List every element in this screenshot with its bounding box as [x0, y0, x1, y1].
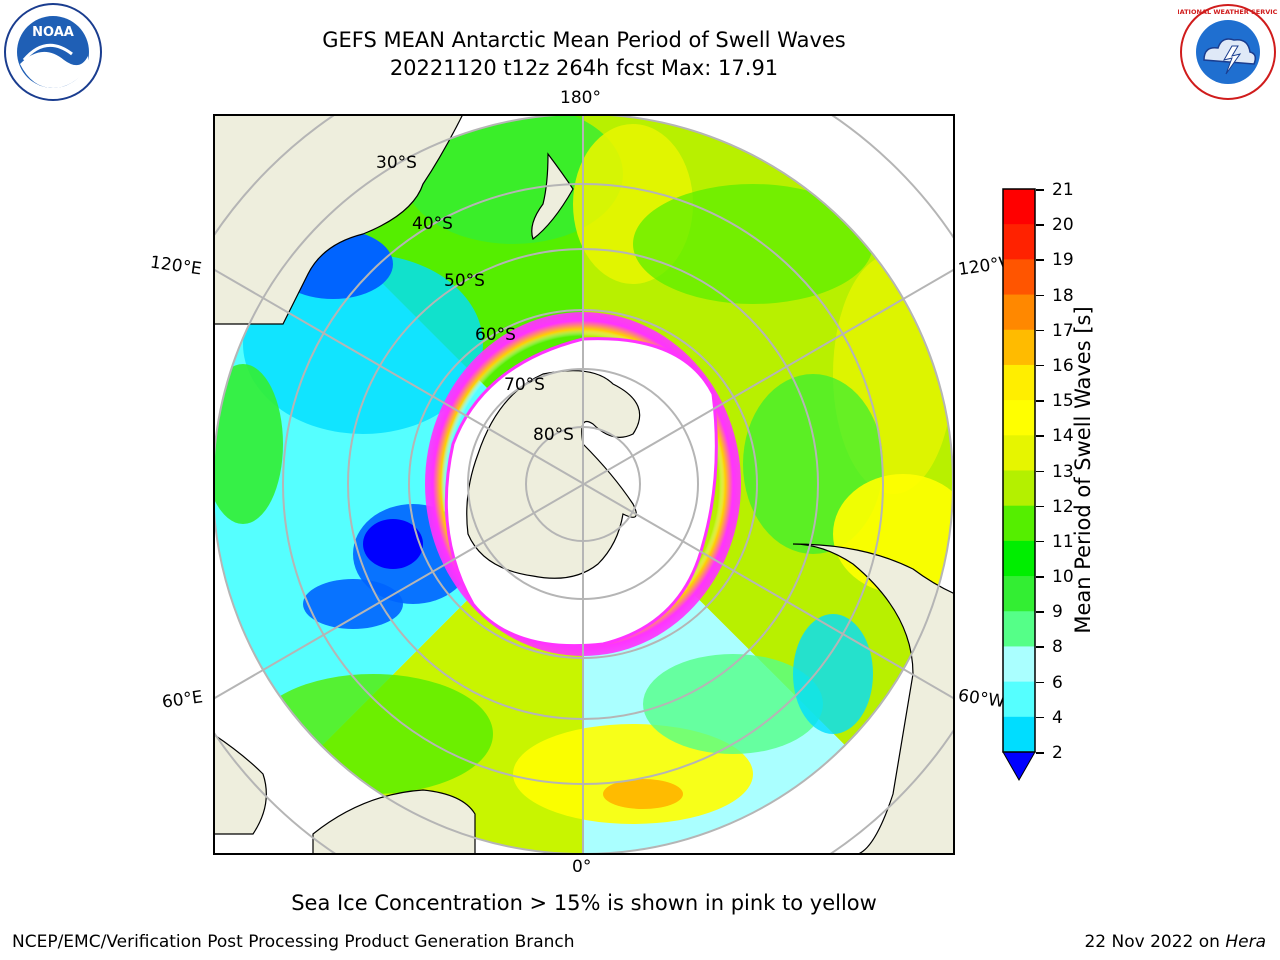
- colorbar-tick-mark: [1036, 189, 1044, 191]
- lat-label-40s: 40°S: [412, 214, 453, 234]
- colorbar-segment: [1003, 716, 1035, 753]
- footer-date: 22 Nov 2022 on Hera: [1084, 932, 1266, 952]
- colorbar-tick-label: 8: [1052, 637, 1063, 658]
- colorbar-segment: [1003, 540, 1035, 577]
- new-zealand-land: [531, 152, 574, 240]
- colorbar-tick-mark: [1036, 576, 1044, 578]
- lat-label-50s: 50°S: [444, 271, 485, 291]
- colorbar: [1002, 188, 1036, 782]
- colorbar-tick-label: 14: [1052, 426, 1074, 447]
- australia-land: [213, 114, 464, 325]
- colorbar-tick-mark: [1036, 470, 1044, 472]
- colorbar-tick-mark: [1036, 681, 1044, 684]
- colorbar-tick-label: 4: [1052, 707, 1063, 728]
- sea-ice-note: Sea Ice Concentration > 15% is shown in …: [291, 891, 877, 915]
- colorbar-tick-mark: [1036, 259, 1044, 261]
- longitude-grid: [213, 114, 955, 855]
- colorbar-segment: [1003, 435, 1035, 471]
- noaa-logo-icon: NOAA: [4, 3, 102, 101]
- colorbar-tick-mark: [1036, 611, 1044, 613]
- footer-date-text: 22 Nov 2022 on: [1084, 932, 1220, 952]
- colorbar-tick-label: 6: [1052, 672, 1063, 693]
- map-subtitle: 20221120 t12z 264h fcst Max: 17.91: [389, 56, 779, 80]
- colorbar-under-arrow: [1002, 751, 1036, 782]
- colorbar-tick-mark: [1036, 505, 1044, 508]
- colorbar-segment: [1003, 400, 1035, 436]
- colorbar-segment: [1003, 224, 1035, 260]
- colorbar-tick-label: 20: [1052, 215, 1074, 236]
- lon-label-0: 0°: [572, 857, 592, 877]
- map-title: GEFS MEAN Antarctic Mean Period of Swell…: [322, 28, 846, 52]
- madagascar-land: [213, 733, 267, 835]
- colorbar-segment: [1003, 470, 1035, 507]
- colorbar-tick-label: 19: [1052, 250, 1074, 271]
- colorbar-tick-label: 15: [1052, 391, 1074, 412]
- footer-host: Hera: [1225, 932, 1266, 952]
- colorbar-segment: [1003, 611, 1035, 647]
- colorbar-tick-mark: [1036, 329, 1044, 332]
- colorbar-tick-label: 17: [1052, 320, 1074, 341]
- colorbar-tick-label: 12: [1052, 496, 1074, 517]
- lon-label-60w: 60°W: [956, 685, 1007, 713]
- footer-org: NCEP/EMC/Verification Post Processing Pr…: [12, 932, 575, 952]
- lon-label-120e: 120°E: [148, 252, 203, 280]
- lat-label-80s: 80°S: [533, 425, 574, 445]
- colorbar-segment: [1003, 505, 1035, 542]
- lat-label-30s: 30°S: [376, 153, 417, 173]
- colorbar-segment: [1003, 294, 1035, 331]
- colorbar-tick-label: 18: [1052, 285, 1074, 306]
- colorbar-segment: [1003, 189, 1035, 225]
- map-frame: [213, 114, 955, 855]
- colorbar-segments: [1003, 189, 1035, 753]
- lat-label-70s: 70°S: [504, 375, 545, 395]
- colorbar-tick-mark: [1036, 752, 1044, 754]
- colorbar-segment: [1003, 646, 1035, 683]
- colorbar-tick-mark: [1036, 294, 1044, 297]
- colorbar-tick-mark: [1036, 540, 1044, 543]
- lat-label-60s: 60°S: [475, 325, 516, 345]
- nws-logo-text: NATIONAL WEATHER SERVICE: [1178, 8, 1278, 16]
- colorbar-tick-label: 2: [1052, 743, 1063, 763]
- national-weather-service-logo-icon: NATIONAL WEATHER SERVICE: [1178, 4, 1278, 100]
- colorbar-segment: [1003, 364, 1035, 401]
- lon-label-60e: 60°E: [160, 687, 205, 713]
- colorbar-tick-mark: [1036, 716, 1044, 719]
- africa-land: [312, 789, 476, 855]
- colorbar-segment: [1003, 329, 1035, 366]
- colorbar-tick-label: 10: [1052, 567, 1074, 588]
- colorbar-tick-label: 21: [1052, 180, 1074, 200]
- colorbar-tick-label: 16: [1052, 355, 1074, 376]
- lon-label-180: 180°: [560, 88, 601, 108]
- colorbar-tick-mark: [1036, 364, 1044, 367]
- colorbar-label: Mean Period of Swell Waves [s]: [1071, 306, 1095, 634]
- colorbar-tick-mark: [1036, 646, 1044, 648]
- colorbar-segment: [1003, 576, 1035, 612]
- colorbar-tick-label: 11: [1052, 531, 1074, 552]
- colorbar-segment: [1003, 259, 1035, 296]
- colorbar-tick-label: 13: [1052, 461, 1074, 482]
- south-america-land: [792, 543, 955, 855]
- colorbar-tick-mark: [1036, 224, 1044, 226]
- colorbar-tick-label: 9: [1052, 602, 1063, 623]
- polar-map: 30°S 40°S 50°S 60°S 70°S 80°S: [213, 114, 955, 855]
- noaa-logo-text: NOAA: [32, 25, 74, 40]
- colorbar-segment: [1003, 681, 1035, 718]
- colorbar-tick-mark: [1036, 400, 1044, 402]
- colorbar-tick-mark: [1036, 435, 1044, 437]
